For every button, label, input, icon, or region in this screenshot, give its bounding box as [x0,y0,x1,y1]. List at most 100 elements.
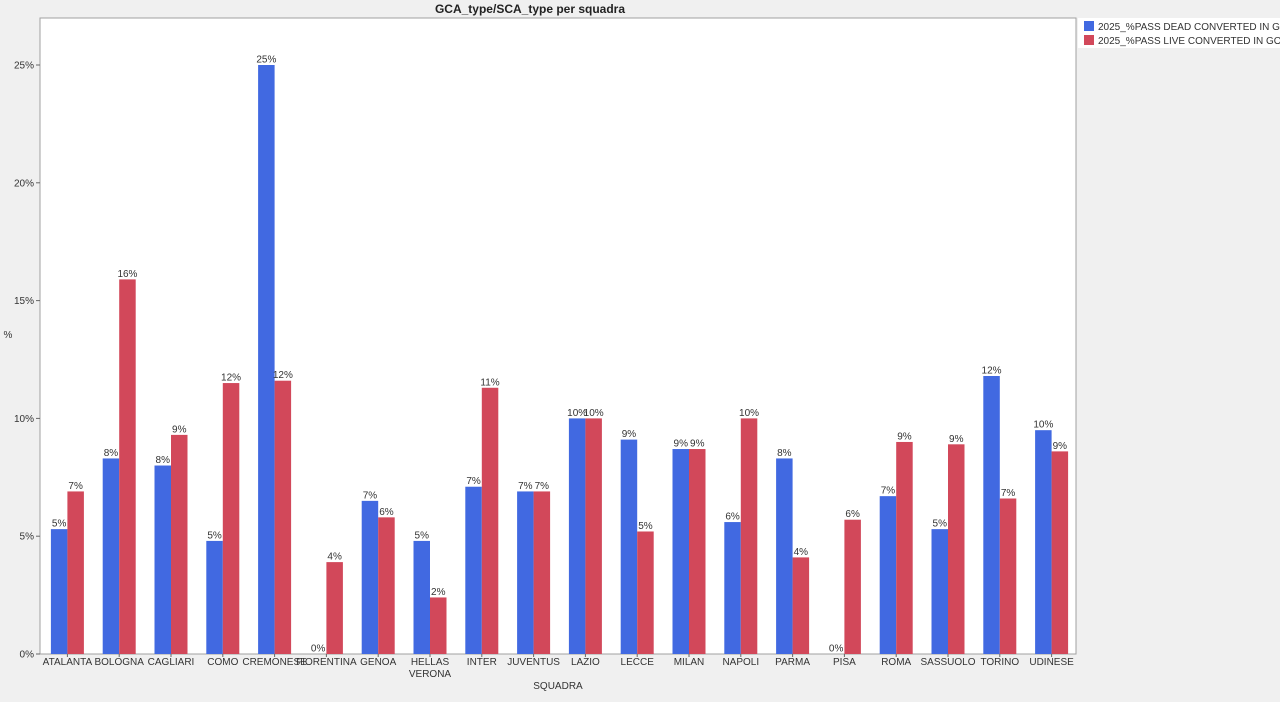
bar-bologna-series-1[interactable] [102,458,120,654]
bar-genoa-series-2[interactable] [378,517,395,654]
data-label: 9% [897,431,912,442]
data-label: 5% [415,530,430,541]
bar-hellas-verona-series-2[interactable] [430,597,447,654]
data-label: 5% [933,519,948,530]
legend-swatch [1084,21,1094,31]
bar-roma-series-2[interactable] [896,441,913,654]
bar-cagliari-series-2[interactable] [171,434,188,654]
bar-cremonese-series-2[interactable] [274,380,292,654]
data-label: 7% [518,481,533,492]
data-label: 9% [172,424,187,435]
plot-area [39,17,1077,655]
data-label: 7% [466,476,481,487]
bar-group: 5%7%8%16%8%9%5%12%25%12%0%4%7%6%5%2%7%11… [50,55,1069,655]
legend-swatch [1084,35,1094,45]
x-tick-label: LECCE [621,657,655,668]
bar-napoli-series-2[interactable] [740,418,758,654]
x-tick-label: NAPOLI [722,657,759,668]
data-label: 7% [881,486,896,497]
data-label: 10% [739,408,759,419]
x-tick-label: LAZIO [571,657,600,668]
bar-genoa-series-1[interactable] [361,500,379,654]
x-tick-label: SASSUOLO [920,657,975,668]
bar-lazio-series-1[interactable] [568,418,586,654]
bar-sassuolo-series-2[interactable] [948,444,965,654]
x-tick-label: CREMONESE [242,657,307,668]
bar-cremonese-series-1[interactable] [258,65,275,654]
x-tick-label: GENOA [360,657,396,668]
bar-udinese-series-1[interactable] [1035,430,1052,654]
bar-fiorentina-series-2[interactable] [326,562,343,654]
legend-label: 2025_%PASS LIVE CONVERTED IN GOAL [1098,36,1280,47]
bar-como-series-1[interactable] [206,540,223,654]
x-tick-label: UDINESE [1029,657,1074,668]
data-label: 0% [311,644,326,655]
bar-sassuolo-series-1[interactable] [931,529,949,654]
bar-atalanta-series-2[interactable] [67,491,84,654]
data-label: 8% [104,448,119,459]
y-tick-label: 20% [14,178,34,189]
data-label: 5% [638,521,653,532]
bar-lazio-series-2[interactable] [585,418,602,654]
bar-lecce-series-1[interactable] [620,439,638,654]
bar-milan-series-2[interactable] [689,449,706,654]
bar-como-series-2[interactable] [222,383,240,654]
legend-label: 2025_%PASS DEAD CONVERTED IN GOAL [1098,22,1280,33]
bar-inter-series-2[interactable] [481,387,499,654]
y-axis: 0% 5% 10% 15% 20% 25% [14,61,40,661]
bar-hellas-verona-series-1[interactable] [413,540,431,654]
bar-roma-series-1[interactable] [879,496,897,654]
bar-juventus-series-2[interactable] [533,491,551,654]
bar-udinese-series-2[interactable] [1051,451,1069,654]
x-tick-label: BOLOGNA [94,657,144,668]
x-tick-label: MILAN [674,657,705,668]
data-label: 6% [379,507,394,518]
data-label: 8% [156,455,171,466]
data-label: 10% [1033,420,1053,431]
bar-pisa-series-2[interactable] [844,519,861,654]
data-label: 5% [207,530,222,541]
bar-torino-series-1[interactable] [983,375,1000,654]
data-label: 6% [845,509,860,520]
x-tick-label: ATALANTA [43,657,93,668]
y-tick-label: 10% [14,414,34,425]
bar-inter-series-1[interactable] [465,486,482,654]
data-label: 9% [1053,441,1068,452]
x-tick-label: CAGLIARI [148,657,195,668]
bar-lecce-series-2[interactable] [637,531,654,654]
bar-juventus-series-1[interactable] [517,491,534,654]
bar-napoli-series-1[interactable] [724,522,741,654]
bar-bologna-series-2[interactable] [119,279,136,654]
data-label: 7% [535,481,550,492]
data-label: 2% [431,587,446,598]
data-label: 4% [794,547,809,558]
x-tick-label: INTER [467,657,497,668]
bar-torino-series-2[interactable] [999,498,1017,654]
data-label: 9% [674,439,689,450]
data-label: 11% [480,377,499,388]
data-label: 9% [949,434,964,445]
bar-milan-series-1[interactable] [672,449,690,654]
data-label: 12% [982,365,1002,376]
data-label: 7% [1001,488,1016,499]
y-tick-label: 0% [20,650,35,661]
x-tick-label: PARMA [775,657,810,668]
y-tick-label: 25% [14,61,34,72]
x-tick-label: TORINO [980,657,1019,668]
bar-atalanta-series-1[interactable] [50,529,68,654]
legend[interactable]: 2025_%PASS DEAD CONVERTED IN GOAL 2025_%P… [1078,18,1280,48]
bar-cagliari-series-1[interactable] [154,465,172,654]
x-tick-label: VERONA [409,669,452,680]
bar-parma-series-2[interactable] [792,557,810,654]
data-label: 25% [256,55,276,66]
x-axis: ATALANTA BOLOGNA CAGLIARI COMO CREMONESEFIOR… [43,654,1074,680]
bar-parma-series-1[interactable] [776,458,793,654]
chart-title: GCA_type/SCA_type per squadra [435,2,625,16]
x-tick-label: COMO [207,657,238,668]
x-axis-label: SQUADRA [533,681,583,692]
data-label: 9% [622,429,637,440]
data-label: 7% [68,481,83,492]
y-tick-label: 5% [20,532,35,543]
